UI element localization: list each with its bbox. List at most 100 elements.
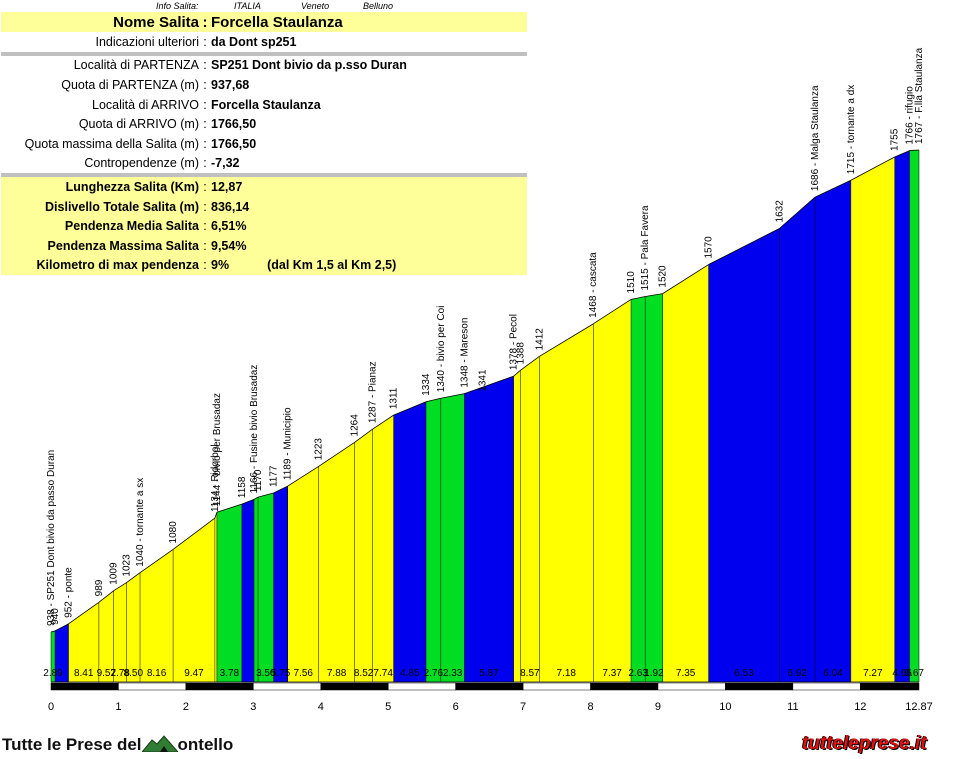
x-tick-label: 7 [520, 701, 526, 713]
profile-segment [631, 296, 646, 682]
profile-edge [539, 323, 594, 357]
profile-segment [850, 156, 895, 683]
region: Veneto [301, 1, 330, 11]
province: Belluno [363, 1, 394, 11]
grade-label: 2.89 [43, 668, 63, 679]
point-annotation: 1341 [478, 369, 489, 392]
point-annotation: 1510 [626, 271, 637, 294]
point-annotations: 938 - SP251 Dont bivio da passo Duran940… [46, 47, 925, 626]
grade-label: 9.52 [97, 668, 117, 679]
profile-segment [539, 323, 594, 682]
point-annotation: 940 [50, 608, 61, 625]
point-annotation: 1632 [774, 200, 785, 223]
point-annotation: 1009 [109, 562, 120, 585]
profile-segment [254, 497, 259, 682]
profile-edge [113, 582, 127, 592]
profile-segment [51, 630, 56, 682]
profile-edge [814, 179, 852, 198]
profile-edge [708, 228, 780, 265]
row-length: Lunghezza Salita (Km): 12,87 [1, 177, 527, 197]
point-annotation: 1348 - Mareson [459, 318, 470, 388]
point-annotation: 1468 - cascata [588, 252, 599, 318]
country: ITALIA [234, 1, 261, 11]
point-annotation: 989 [94, 579, 105, 596]
km-scale-block [455, 682, 524, 691]
grade-label: 1.92 [644, 668, 664, 679]
profile-edge [172, 517, 216, 550]
profile-edge [464, 375, 514, 394]
profile-segment [140, 549, 174, 682]
point-annotation: 952 - ponte [64, 567, 75, 618]
profile-edge [216, 503, 242, 513]
grade-label: 6.92 [788, 668, 808, 679]
point-annotation: 1334 [421, 373, 432, 396]
grade-label: 6.53 [734, 668, 754, 679]
km-scale-block [725, 682, 794, 691]
row-max-grade: Pendenza Massima Salita: 9,54% [1, 235, 527, 256]
grade-label: 8.50 [124, 668, 144, 679]
point-annotation: 1520 [658, 265, 669, 288]
point-annotation: 1388 [515, 342, 526, 365]
row-counter-slopes: Contropendenze (m): -7,32 [84, 156, 240, 171]
profile-edge [54, 623, 69, 632]
profile-edge [68, 602, 100, 625]
km-scale-block [387, 682, 456, 691]
profile-edge [593, 299, 632, 325]
point-annotation: 1412 [534, 328, 545, 351]
profile-segment [393, 401, 426, 682]
point-annotation: 1166 - Fusine bivio Brusadaz [249, 365, 260, 494]
x-tick-label: 3 [250, 701, 256, 713]
point-annotation: 1040 - tornante a sx [135, 478, 146, 567]
climb-info-table: Nome Salita: Forcella Staulanza Indicazi… [1, 12, 527, 276]
profile-edge [909, 149, 920, 151]
point-annotation: 1134 - Ridorbol [210, 444, 221, 512]
grade-label: 3.78 [220, 668, 240, 679]
grade-label: 7.27 [863, 668, 883, 679]
km-scale-block [792, 682, 861, 691]
grade-label: 4.66 [892, 668, 912, 679]
row-max-grade-km: Kilometro di max pendenza: 9% (dal Km 1,5… [1, 255, 527, 276]
brand-text-end: ontello [177, 735, 234, 754]
profile-edge [630, 296, 646, 300]
point-annotation: 1158 [237, 476, 248, 498]
grade-label: 2.76 [424, 668, 444, 679]
point-annotation: 1515 - Pala Favera [640, 205, 651, 290]
row-start-location: Località di PARTENZA: SP251 Dont bivio d… [73, 58, 407, 73]
profile-edge [318, 442, 355, 467]
x-tick-label: 0 [48, 701, 54, 713]
grade-label: 8.16 [147, 668, 167, 679]
profile-edge [779, 196, 816, 229]
km-scale-block [522, 682, 591, 691]
profile-segment [216, 504, 242, 682]
profile-segment [645, 293, 663, 682]
profile-segment [273, 486, 288, 682]
profile-segment [894, 150, 910, 682]
point-annotation: 1570 [704, 236, 715, 259]
point-annotation: 1287 - Pianaz [368, 361, 379, 423]
km-scale-block [657, 682, 726, 691]
profile-edge [214, 512, 218, 519]
point-annotation: 1766 - rifugio [905, 86, 916, 145]
row-average-grade: Pendenza Media Salita: 6,51% [1, 216, 527, 236]
km-scale-block [185, 682, 254, 691]
x-tick-label: 10 [719, 701, 731, 713]
grade-label: 8.57 [520, 668, 540, 679]
grade-label: 7.78 [110, 668, 130, 679]
profile-edge [241, 499, 255, 505]
profile-segment [440, 393, 465, 682]
km-scale-block [860, 682, 920, 691]
profile-segment [318, 442, 355, 682]
point-annotation: 1223 [314, 438, 325, 461]
x-tick-label: 6 [453, 701, 459, 713]
profile-segment [68, 602, 99, 682]
profile-edge [139, 549, 174, 574]
km-scale-block [118, 682, 187, 691]
profile-segment [520, 356, 540, 682]
info-label: Info Salita: [156, 1, 199, 11]
grade-label: 8.41 [74, 668, 94, 679]
grade-label: 6.04 [823, 668, 843, 679]
x-tick-label: 4 [318, 701, 324, 713]
grade-label: 7.74 [373, 668, 393, 679]
point-annotation: 1686 - Malga Staulanza [810, 85, 821, 191]
grade-label: 7.88 [327, 668, 347, 679]
